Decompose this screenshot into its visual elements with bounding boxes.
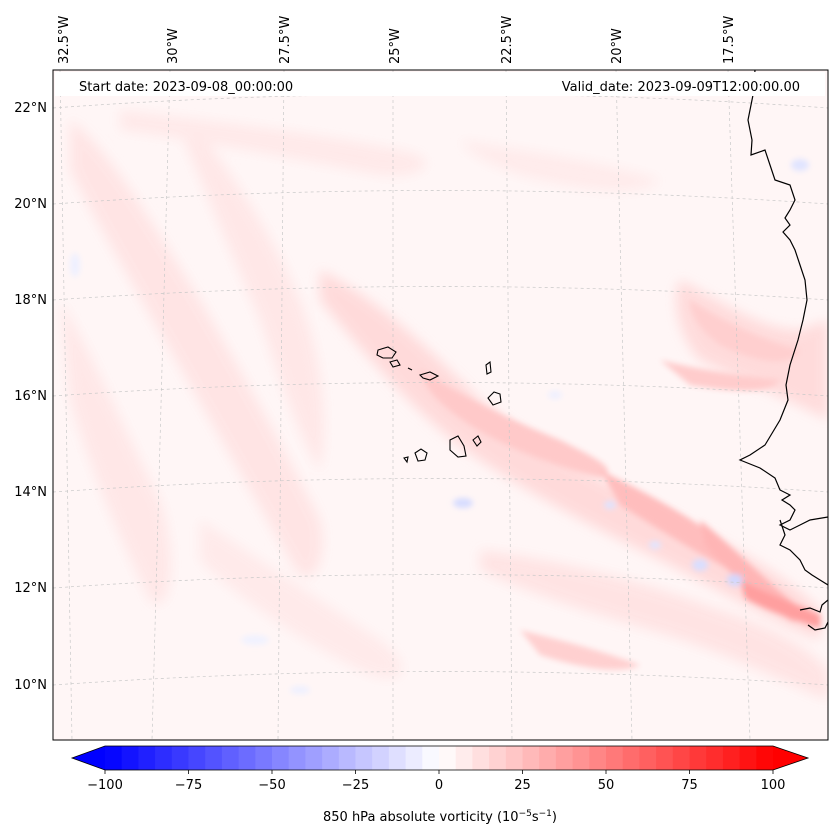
longitude-labels: 32.5°W 30°W 27.5°W 25°W 22.5°W 20°W 17.5… bbox=[57, 16, 737, 64]
map-panel: Start date: 2023-09-08_00:00:00 Valid_da… bbox=[52, 69, 829, 741]
lon-label: 30°W bbox=[166, 28, 181, 64]
colorbar-segment bbox=[739, 746, 757, 770]
colorbar-segment bbox=[706, 746, 724, 770]
colorbar-tick-label: 25 bbox=[514, 778, 531, 793]
colorbar-segment bbox=[539, 746, 557, 770]
colorbar-segment bbox=[522, 746, 540, 770]
lon-label: 32.5°W bbox=[57, 16, 72, 64]
colorbar-segment bbox=[205, 746, 223, 770]
colorbar-segment bbox=[272, 746, 290, 770]
lat-label: 12°N bbox=[14, 581, 47, 596]
colorbar-segment bbox=[455, 746, 473, 770]
colorbar-segment bbox=[405, 746, 423, 770]
map-frame bbox=[52, 69, 829, 741]
lon-label: 17.5°W bbox=[722, 16, 737, 64]
colorbar-segment bbox=[388, 746, 407, 770]
colorbar-segment bbox=[138, 746, 156, 770]
header-band bbox=[55, 72, 825, 96]
colorbar-segment bbox=[238, 746, 256, 770]
coastline bbox=[738, 70, 828, 631]
colorbar-title-exp1: −5 bbox=[519, 809, 532, 819]
colorbar-segment bbox=[255, 746, 273, 770]
colorbar-title-exp2: −1 bbox=[539, 809, 552, 819]
gridlines bbox=[53, 70, 828, 740]
island-sao-nicolau bbox=[418, 371, 440, 381]
lon-label: 20°W bbox=[610, 28, 625, 64]
lat-label: 14°N bbox=[14, 485, 47, 500]
colorbar-segment bbox=[489, 746, 507, 770]
latitude-labels: 22°N 20°N 18°N 16°N 14°N 12°N 10°N bbox=[14, 101, 47, 693]
island-santa-luzia bbox=[407, 367, 413, 371]
island-brava bbox=[403, 456, 409, 464]
lat-label: 10°N bbox=[14, 678, 47, 693]
colorbar-tick-label: −25 bbox=[342, 778, 369, 793]
colorbar-segment bbox=[422, 746, 440, 770]
colorbar-tick-label: −75 bbox=[175, 778, 202, 793]
valid-date-label: Valid_date: 2023-09-09T12:00:00.00 bbox=[562, 80, 800, 95]
colorbar-segment bbox=[338, 746, 357, 770]
colorbar-segment bbox=[221, 746, 240, 770]
colorbar-segment bbox=[288, 746, 306, 770]
island-boa-vista bbox=[487, 391, 502, 406]
lon-label: 22.5°W bbox=[500, 16, 515, 64]
colorbar-title-unit: s bbox=[532, 810, 539, 825]
colorbar-segment bbox=[606, 746, 624, 770]
colorbar-segment bbox=[155, 746, 173, 770]
colorbar-tick-label: −50 bbox=[258, 778, 285, 793]
colorbar-segment bbox=[472, 746, 490, 770]
start-date-label: Start date: 2023-09-08_00:00:00 bbox=[79, 80, 293, 95]
colorbar-segment bbox=[572, 746, 590, 770]
colorbar-segment bbox=[355, 746, 373, 770]
colorbar-segment bbox=[756, 746, 774, 770]
colorbar-segments bbox=[105, 746, 774, 770]
colorbar-extend-min bbox=[72, 746, 105, 770]
colorbar-segment bbox=[639, 746, 657, 770]
lon-label: 27.5°W bbox=[278, 16, 293, 64]
colorbar-segment bbox=[672, 746, 691, 770]
colorbar-tick-label: 0 bbox=[435, 778, 443, 793]
colorbar-segment bbox=[656, 746, 674, 770]
lon-label: 25°W bbox=[388, 28, 403, 64]
colorbar-segment bbox=[689, 746, 707, 770]
colorbar-segment bbox=[121, 746, 139, 770]
vorticity-field bbox=[60, 110, 828, 700]
colorbar-segment bbox=[722, 746, 741, 770]
lat-label: 20°N bbox=[14, 197, 47, 212]
colorbar-title-end: ) bbox=[552, 810, 557, 825]
island-sal bbox=[485, 360, 492, 375]
colorbar-segment bbox=[305, 746, 323, 770]
colorbar-segment bbox=[322, 746, 340, 770]
colorbar-segment bbox=[589, 746, 607, 770]
colorbar-tick-label: 75 bbox=[681, 778, 698, 793]
island-sao-vicente bbox=[389, 359, 401, 368]
island-santo-antao bbox=[376, 346, 397, 359]
colorbar-ticks: −100 −75 −50 −25 0 25 50 75 100 bbox=[87, 770, 785, 793]
colorbar-tick-label: −100 bbox=[87, 778, 123, 793]
colorbar-title: 850 hPa absolute vorticity (10−5s−1) bbox=[323, 809, 557, 825]
island-fogo bbox=[414, 448, 428, 462]
lat-label: 22°N bbox=[14, 101, 47, 116]
colorbar-title-main: 850 hPa absolute vorticity (10 bbox=[323, 810, 519, 825]
colorbar-segment bbox=[555, 746, 574, 770]
cabo-verde-islands bbox=[376, 346, 502, 464]
colorbar-segment bbox=[622, 746, 640, 770]
colorbar-segment bbox=[372, 746, 390, 770]
colorbar-extend-max bbox=[773, 746, 808, 770]
colorbar: −100 −75 −50 −25 0 25 50 75 100 850 hPa absolute… bbox=[70, 745, 810, 825]
colorbar-segment bbox=[171, 746, 190, 770]
island-maio bbox=[472, 435, 482, 447]
lat-label: 18°N bbox=[14, 293, 47, 308]
colorbar-segment bbox=[105, 746, 123, 770]
colorbar-segment bbox=[439, 746, 457, 770]
colorbar-segment bbox=[188, 746, 206, 770]
lat-label: 16°N bbox=[14, 389, 47, 404]
island-santiago bbox=[449, 435, 467, 458]
colorbar-tick-label: 50 bbox=[598, 778, 615, 793]
colorbar-tick-label: 100 bbox=[761, 778, 786, 793]
colorbar-segment bbox=[505, 746, 524, 770]
